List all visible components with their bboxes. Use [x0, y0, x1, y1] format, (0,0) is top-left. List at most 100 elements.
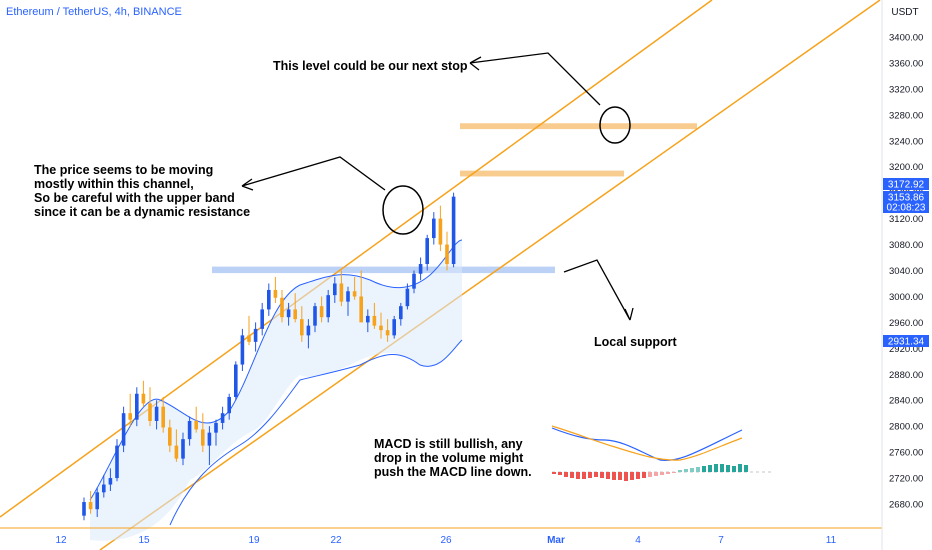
price-channel	[0, 0, 881, 550]
candles	[82, 192, 456, 521]
support-arrow	[563, 259, 634, 321]
bollinger-upper	[89, 239, 463, 501]
macd-histogram-bar	[630, 472, 634, 480]
candle	[234, 361, 238, 401]
candle	[187, 416, 192, 446]
price-tag-label: 02:08:23	[887, 203, 926, 214]
macd-histogram-bar	[606, 472, 610, 479]
macd-histogram-bar	[588, 472, 592, 478]
macd-histogram-bar	[576, 472, 580, 479]
annotation-channel: The price seems to be moving mostly with…	[34, 163, 251, 219]
macd-histogram-bar	[678, 470, 682, 472]
candle	[194, 406, 198, 433]
candle	[286, 302, 291, 326]
candle	[240, 328, 245, 372]
y-tick-label: 2720.00	[889, 474, 923, 485]
price-tag-label: 3153.86	[888, 193, 925, 204]
x-tick-label: 11	[826, 535, 837, 546]
breakout-circle	[382, 185, 424, 235]
macd-histogram-bar	[720, 464, 724, 472]
drawing-shapes	[241, 52, 634, 321]
y-tick-label: 3080.00	[889, 240, 923, 251]
channel-lower-line	[99, 0, 881, 550]
y-axis: 3400.00 3360.00 3320.00 3280.00 3240.00 3200.…	[881, 0, 923, 550]
macd-histogram-bar	[672, 472, 676, 473]
candle	[438, 205, 443, 252]
candle	[95, 487, 99, 517]
candle	[88, 491, 93, 514]
price-tag	[883, 201, 929, 213]
y-tick-label: 2960.00	[889, 318, 923, 329]
macd-histogram-bar	[558, 472, 562, 475]
candle	[161, 396, 165, 433]
candle	[306, 319, 311, 349]
macd-line	[551, 427, 743, 462]
candle	[253, 322, 258, 352]
macd-histogram-bar	[684, 469, 688, 472]
y-tick-label: 3040.00	[889, 266, 923, 277]
candle	[319, 296, 324, 323]
candle	[352, 276, 357, 300]
candle	[293, 293, 297, 323]
candle	[154, 400, 159, 430]
candle	[128, 393, 132, 427]
y-tick-label: 2680.00	[889, 500, 923, 511]
price-tag-label: 3172.92	[888, 180, 925, 191]
macd-histogram-bar	[690, 468, 694, 472]
candle	[418, 257, 423, 281]
macd-histogram-bar	[726, 465, 730, 472]
candle	[121, 406, 126, 453]
bollinger-fill	[90, 240, 462, 541]
next-stop-arrow	[469, 52, 601, 106]
candle	[273, 276, 278, 303]
candle	[227, 393, 231, 420]
y-tick-label: 3000.00	[889, 292, 923, 303]
candle	[385, 319, 390, 342]
macd-histogram-bar	[732, 466, 736, 472]
macd-histogram-bar	[570, 472, 574, 478]
x-tick-label: 7	[718, 535, 724, 546]
x-axis: 12 15 19 22 26 Mar 4 7 11	[0, 527, 882, 546]
candle	[247, 315, 251, 346]
y-tick-label: 2800.00	[889, 422, 923, 433]
macd-histogram-bar	[708, 465, 712, 472]
candle	[445, 231, 449, 271]
candle	[399, 302, 403, 326]
bollinger-bands	[89, 239, 463, 541]
x-tick-label: 15	[138, 535, 150, 546]
y-tick-label: 3360.00	[889, 58, 923, 69]
macd-histogram-bar	[738, 464, 742, 472]
y-tick-label: 2920.00	[889, 344, 923, 355]
macd-histogram-bar	[696, 467, 700, 472]
currency-label[interactable]: USDT	[891, 7, 919, 18]
x-tick-label: Mar	[547, 535, 565, 546]
y-tick-label: 3200.00	[889, 162, 923, 173]
annotation-macd: MACD is still bullish, any drop in the v…	[374, 437, 532, 479]
x-tick-label: 26	[440, 535, 452, 546]
candle	[115, 439, 119, 482]
signal-line	[551, 425, 743, 461]
y-tick-label: 2880.00	[889, 370, 923, 381]
macd-histogram-bar	[666, 472, 670, 474]
x-tick-label: 12	[55, 535, 67, 546]
price-tag	[883, 191, 929, 203]
channel-arrow	[241, 156, 386, 191]
y-tick-label: 3120.00	[889, 214, 923, 225]
channel-upper-line	[0, 0, 713, 518]
candle	[300, 306, 304, 342]
candle	[220, 406, 225, 430]
price-tag	[883, 335, 929, 347]
candle	[207, 426, 212, 466]
candle	[135, 387, 139, 427]
candle	[174, 429, 179, 462]
candle	[102, 474, 106, 498]
chart-title[interactable]: Ethereum / TetherUS, 4h, BINANCE	[6, 6, 182, 18]
macd-histogram-bar	[582, 472, 586, 479]
macd-indicator	[551, 425, 772, 481]
candle	[168, 419, 172, 453]
bollinger-lower	[169, 339, 463, 526]
candle	[372, 302, 377, 329]
candle	[280, 289, 284, 323]
candle	[346, 286, 350, 316]
